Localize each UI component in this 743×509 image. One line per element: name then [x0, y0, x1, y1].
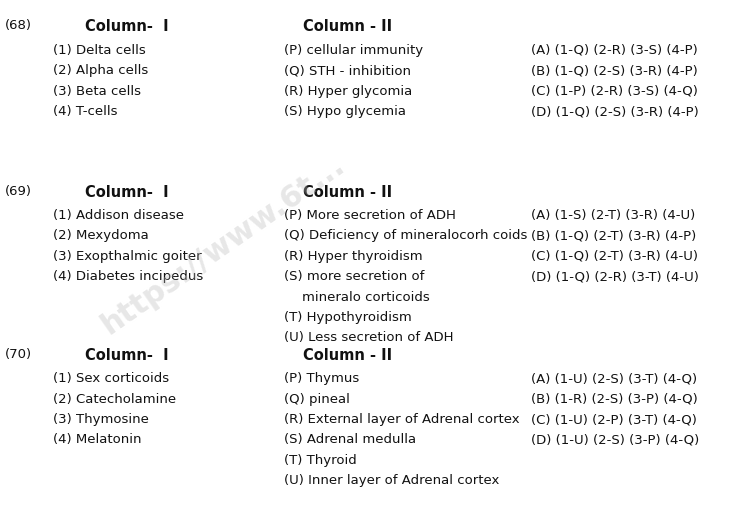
Text: (B) (1-Q) (2-S) (3-R) (4-P): (B) (1-Q) (2-S) (3-R) (4-P) [531, 64, 697, 77]
Text: (1) Sex corticoids: (1) Sex corticoids [53, 372, 169, 384]
Text: (T) Hypothyroidism: (T) Hypothyroidism [284, 310, 412, 323]
Text: (T) Thyroid: (T) Thyroid [284, 453, 357, 466]
Text: Column - II: Column - II [303, 184, 392, 199]
Text: mineralo corticoids: mineralo corticoids [302, 290, 430, 303]
Text: Column - II: Column - II [303, 19, 392, 34]
Text: (D) (1-U) (2-S) (3-P) (4-Q): (D) (1-U) (2-S) (3-P) (4-Q) [531, 433, 698, 445]
Text: (A) (1-S) (2-T) (3-R) (4-U): (A) (1-S) (2-T) (3-R) (4-U) [531, 209, 695, 221]
Text: (70): (70) [5, 347, 33, 360]
Text: (U) Inner layer of Adrenal cortex: (U) Inner layer of Adrenal cortex [284, 473, 499, 486]
Text: (A) (1-Q) (2-R) (3-S) (4-P): (A) (1-Q) (2-R) (3-S) (4-P) [531, 44, 697, 56]
Text: https://www.6t...: https://www.6t... [96, 150, 350, 339]
Text: (Q) STH - inhibition: (Q) STH - inhibition [284, 64, 411, 77]
Text: (3) Exopthalmic goiter: (3) Exopthalmic goiter [53, 249, 202, 262]
Text: (C) (1-U) (2-P) (3-T) (4-Q): (C) (1-U) (2-P) (3-T) (4-Q) [531, 412, 696, 425]
Text: (4) Melatonin: (4) Melatonin [53, 433, 142, 445]
Text: Column - II: Column - II [303, 347, 392, 362]
Text: (B) (1-R) (2-S) (3-P) (4-Q): (B) (1-R) (2-S) (3-P) (4-Q) [531, 392, 697, 405]
Text: (69): (69) [5, 184, 32, 197]
Text: (3) Thymosine: (3) Thymosine [53, 412, 149, 425]
Text: (2) Alpha cells: (2) Alpha cells [53, 64, 149, 77]
Text: (68): (68) [5, 19, 32, 32]
Text: Column-  I: Column- I [85, 347, 169, 362]
Text: (R) Hyper thyroidism: (R) Hyper thyroidism [284, 249, 423, 262]
Text: (1) Delta cells: (1) Delta cells [53, 44, 146, 56]
Text: (2) Mexydoma: (2) Mexydoma [53, 229, 149, 242]
Text: (R) External layer of Adrenal cortex: (R) External layer of Adrenal cortex [284, 412, 519, 425]
Text: (D) (1-Q) (2-S) (3-R) (4-P): (D) (1-Q) (2-S) (3-R) (4-P) [531, 105, 698, 118]
Text: (S) Adrenal medulla: (S) Adrenal medulla [284, 433, 416, 445]
Text: (3) Beta cells: (3) Beta cells [53, 84, 141, 97]
Text: (U) Less secretion of ADH: (U) Less secretion of ADH [284, 331, 453, 344]
Text: (B) (1-Q) (2-T) (3-R) (4-P): (B) (1-Q) (2-T) (3-R) (4-P) [531, 229, 695, 242]
Text: (S) more secretion of: (S) more secretion of [284, 270, 424, 282]
Text: (P) Thymus: (P) Thymus [284, 372, 359, 384]
Text: (S) Hypo glycemia: (S) Hypo glycemia [284, 105, 406, 118]
Text: (1) Addison disease: (1) Addison disease [53, 209, 184, 221]
Text: (4) T-cells: (4) T-cells [53, 105, 118, 118]
Text: (C) (1-Q) (2-T) (3-R) (4-U): (C) (1-Q) (2-T) (3-R) (4-U) [531, 249, 698, 262]
Text: (A) (1-U) (2-S) (3-T) (4-Q): (A) (1-U) (2-S) (3-T) (4-Q) [531, 372, 697, 384]
Text: (P) cellular immunity: (P) cellular immunity [284, 44, 423, 56]
Text: (D) (1-Q) (2-R) (3-T) (4-U): (D) (1-Q) (2-R) (3-T) (4-U) [531, 270, 698, 282]
Text: (R) Hyper glycomia: (R) Hyper glycomia [284, 84, 412, 97]
Text: (4) Diabetes incipedus: (4) Diabetes incipedus [53, 270, 204, 282]
Text: (Q) pineal: (Q) pineal [284, 392, 350, 405]
Text: (2) Catecholamine: (2) Catecholamine [53, 392, 177, 405]
Text: (C) (1-P) (2-R) (3-S) (4-Q): (C) (1-P) (2-R) (3-S) (4-Q) [531, 84, 698, 97]
Text: Column-  I: Column- I [85, 19, 169, 34]
Text: (P) More secretion of ADH: (P) More secretion of ADH [284, 209, 455, 221]
Text: (Q) Deficiency of mineralocorh coids: (Q) Deficiency of mineralocorh coids [284, 229, 528, 242]
Text: Column-  I: Column- I [85, 184, 169, 199]
